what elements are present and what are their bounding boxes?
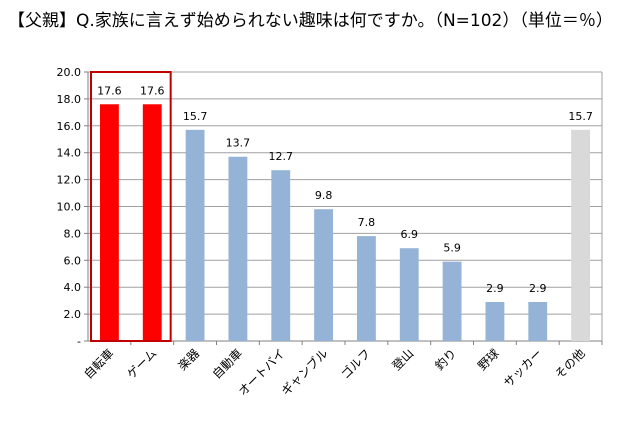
category-label: ゲーム <box>124 346 159 381</box>
y-tick-label: 6.0 <box>64 254 82 267</box>
category-label: 楽器 <box>175 346 202 373</box>
y-axis: - 2.0 4.0 6.0 8.0 10.0 12.0 14.0 16.0 18.0 20.0 <box>57 66 603 348</box>
chart-title: 【父親】Q.家族に言えず始められない趣味は何ですか。（N=102）（単位＝％） <box>8 11 613 31</box>
data-label: 7.8 <box>358 216 376 229</box>
bar <box>142 104 162 341</box>
bar <box>399 248 419 341</box>
data-label: 17.6 <box>97 84 122 97</box>
data-label: 12.7 <box>269 150 294 163</box>
bar <box>271 170 291 341</box>
data-label: 5.9 <box>443 242 461 255</box>
data-label: 15.7 <box>183 110 208 123</box>
y-tick-label: 12.0 <box>57 174 82 187</box>
data-label: 15.7 <box>568 110 593 123</box>
bar <box>485 301 505 341</box>
category-label: 自転車 <box>81 346 116 381</box>
y-tick-label: 10.0 <box>57 201 82 214</box>
bar <box>185 129 205 341</box>
y-tick-label: 20.0 <box>57 66 82 79</box>
bar <box>99 104 119 341</box>
category-label: ゴルフ <box>337 346 373 382</box>
y-tick-label: 14.0 <box>57 147 82 160</box>
y-tick-label: 4.0 <box>64 281 82 294</box>
y-tick-label: - <box>77 335 81 348</box>
y-tick-label: 2.0 <box>64 308 82 321</box>
bar <box>228 156 248 341</box>
data-label: 2.9 <box>486 282 504 295</box>
y-tick-label: 8.0 <box>64 227 82 240</box>
gridlines <box>88 71 602 342</box>
bar <box>442 261 462 341</box>
category-label: ギャンブル <box>278 346 331 399</box>
category-label: 自動車 <box>210 346 245 381</box>
data-labels: 17.6 17.6 15.7 13.7 12.7 9.8 7.8 6.9 5.9 2.9 2.9 15… <box>97 84 593 295</box>
bar <box>528 301 548 341</box>
data-label: 9.8 <box>315 189 333 202</box>
category-label: 釣り <box>432 346 460 374</box>
bar <box>314 209 334 341</box>
bar <box>571 129 591 341</box>
category-label: 登山 <box>389 346 417 374</box>
highlight-box <box>90 71 172 342</box>
data-label: 6.9 <box>401 228 419 241</box>
data-label: 13.7 <box>226 137 251 150</box>
category-label: その他 <box>552 346 587 381</box>
data-label: 17.6 <box>140 84 165 97</box>
category-label: サッカー <box>501 346 545 390</box>
y-tick-label: 16.0 <box>57 120 82 133</box>
category-label: 野球 <box>475 346 502 373</box>
highlight-box-group <box>90 71 172 342</box>
bars <box>99 104 591 341</box>
data-label: 2.9 <box>529 282 547 295</box>
y-tick-label: 18.0 <box>57 93 82 106</box>
bar <box>356 236 376 341</box>
